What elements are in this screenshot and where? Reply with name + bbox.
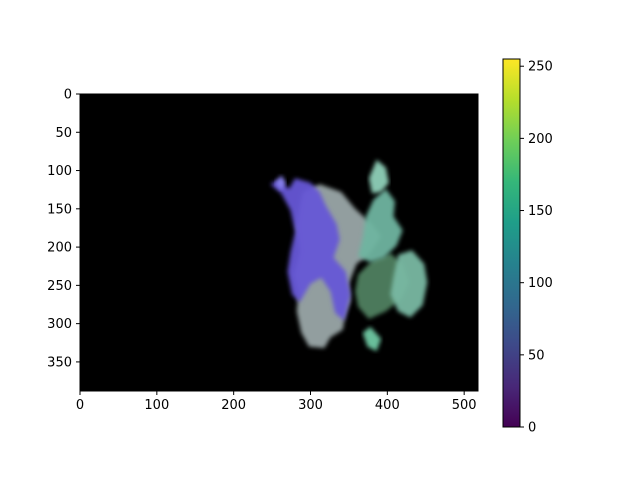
- x-tick-label: 100: [144, 398, 169, 413]
- colorbar-frame: [502, 58, 521, 428]
- x-tick-label: 500: [452, 398, 477, 413]
- upper-teal-leaves: [358, 188, 403, 263]
- flower-tip: [275, 175, 286, 191]
- y-tick-label: 50: [55, 126, 72, 141]
- y-tick-label: 200: [47, 241, 72, 256]
- x-tick-label: 0: [76, 398, 84, 413]
- small-lower-leaf: [362, 326, 382, 352]
- x-tick-label: 300: [298, 398, 323, 413]
- colorbar-tick-label: 250: [528, 60, 553, 75]
- colorbar-ticks: 0 50 100 150 200 250: [520, 60, 553, 436]
- colorbar-tick-label: 150: [528, 204, 553, 219]
- colorbar-gradient: [503, 59, 520, 427]
- y-tick-label: 150: [47, 202, 72, 217]
- y-tick-label: 0: [64, 88, 72, 103]
- image-axes: 0 100 200 300 400 500 0 50 100 150 200 250 300 350: [47, 88, 479, 413]
- colorbar: 0 50 100 150 200 250: [502, 58, 553, 436]
- x-axis-ticks: 0 100 200 300 400 500: [76, 391, 477, 413]
- colorbar-tick-label: 0: [528, 421, 536, 436]
- y-tick-label: 100: [47, 164, 72, 179]
- colorbar-tick-label: 100: [528, 276, 553, 291]
- y-tick-label: 350: [47, 355, 72, 370]
- colorbar-tick-label: 200: [528, 132, 553, 147]
- y-axis-ticks: 0 50 100 150 200 250 300 350: [47, 88, 80, 370]
- y-tick-label: 300: [47, 317, 72, 332]
- x-tick-label: 400: [375, 398, 400, 413]
- x-tick-label: 200: [221, 398, 246, 413]
- y-tick-label: 250: [47, 279, 72, 294]
- upper-leaf-tip: [368, 159, 389, 194]
- colorbar-tick-label: 50: [528, 348, 545, 363]
- plot-frame: [79, 93, 479, 392]
- purple-flower-cluster: [270, 178, 351, 321]
- image-regions: [270, 159, 428, 352]
- right-teal-leaves: [390, 250, 428, 318]
- image-background: [80, 94, 478, 391]
